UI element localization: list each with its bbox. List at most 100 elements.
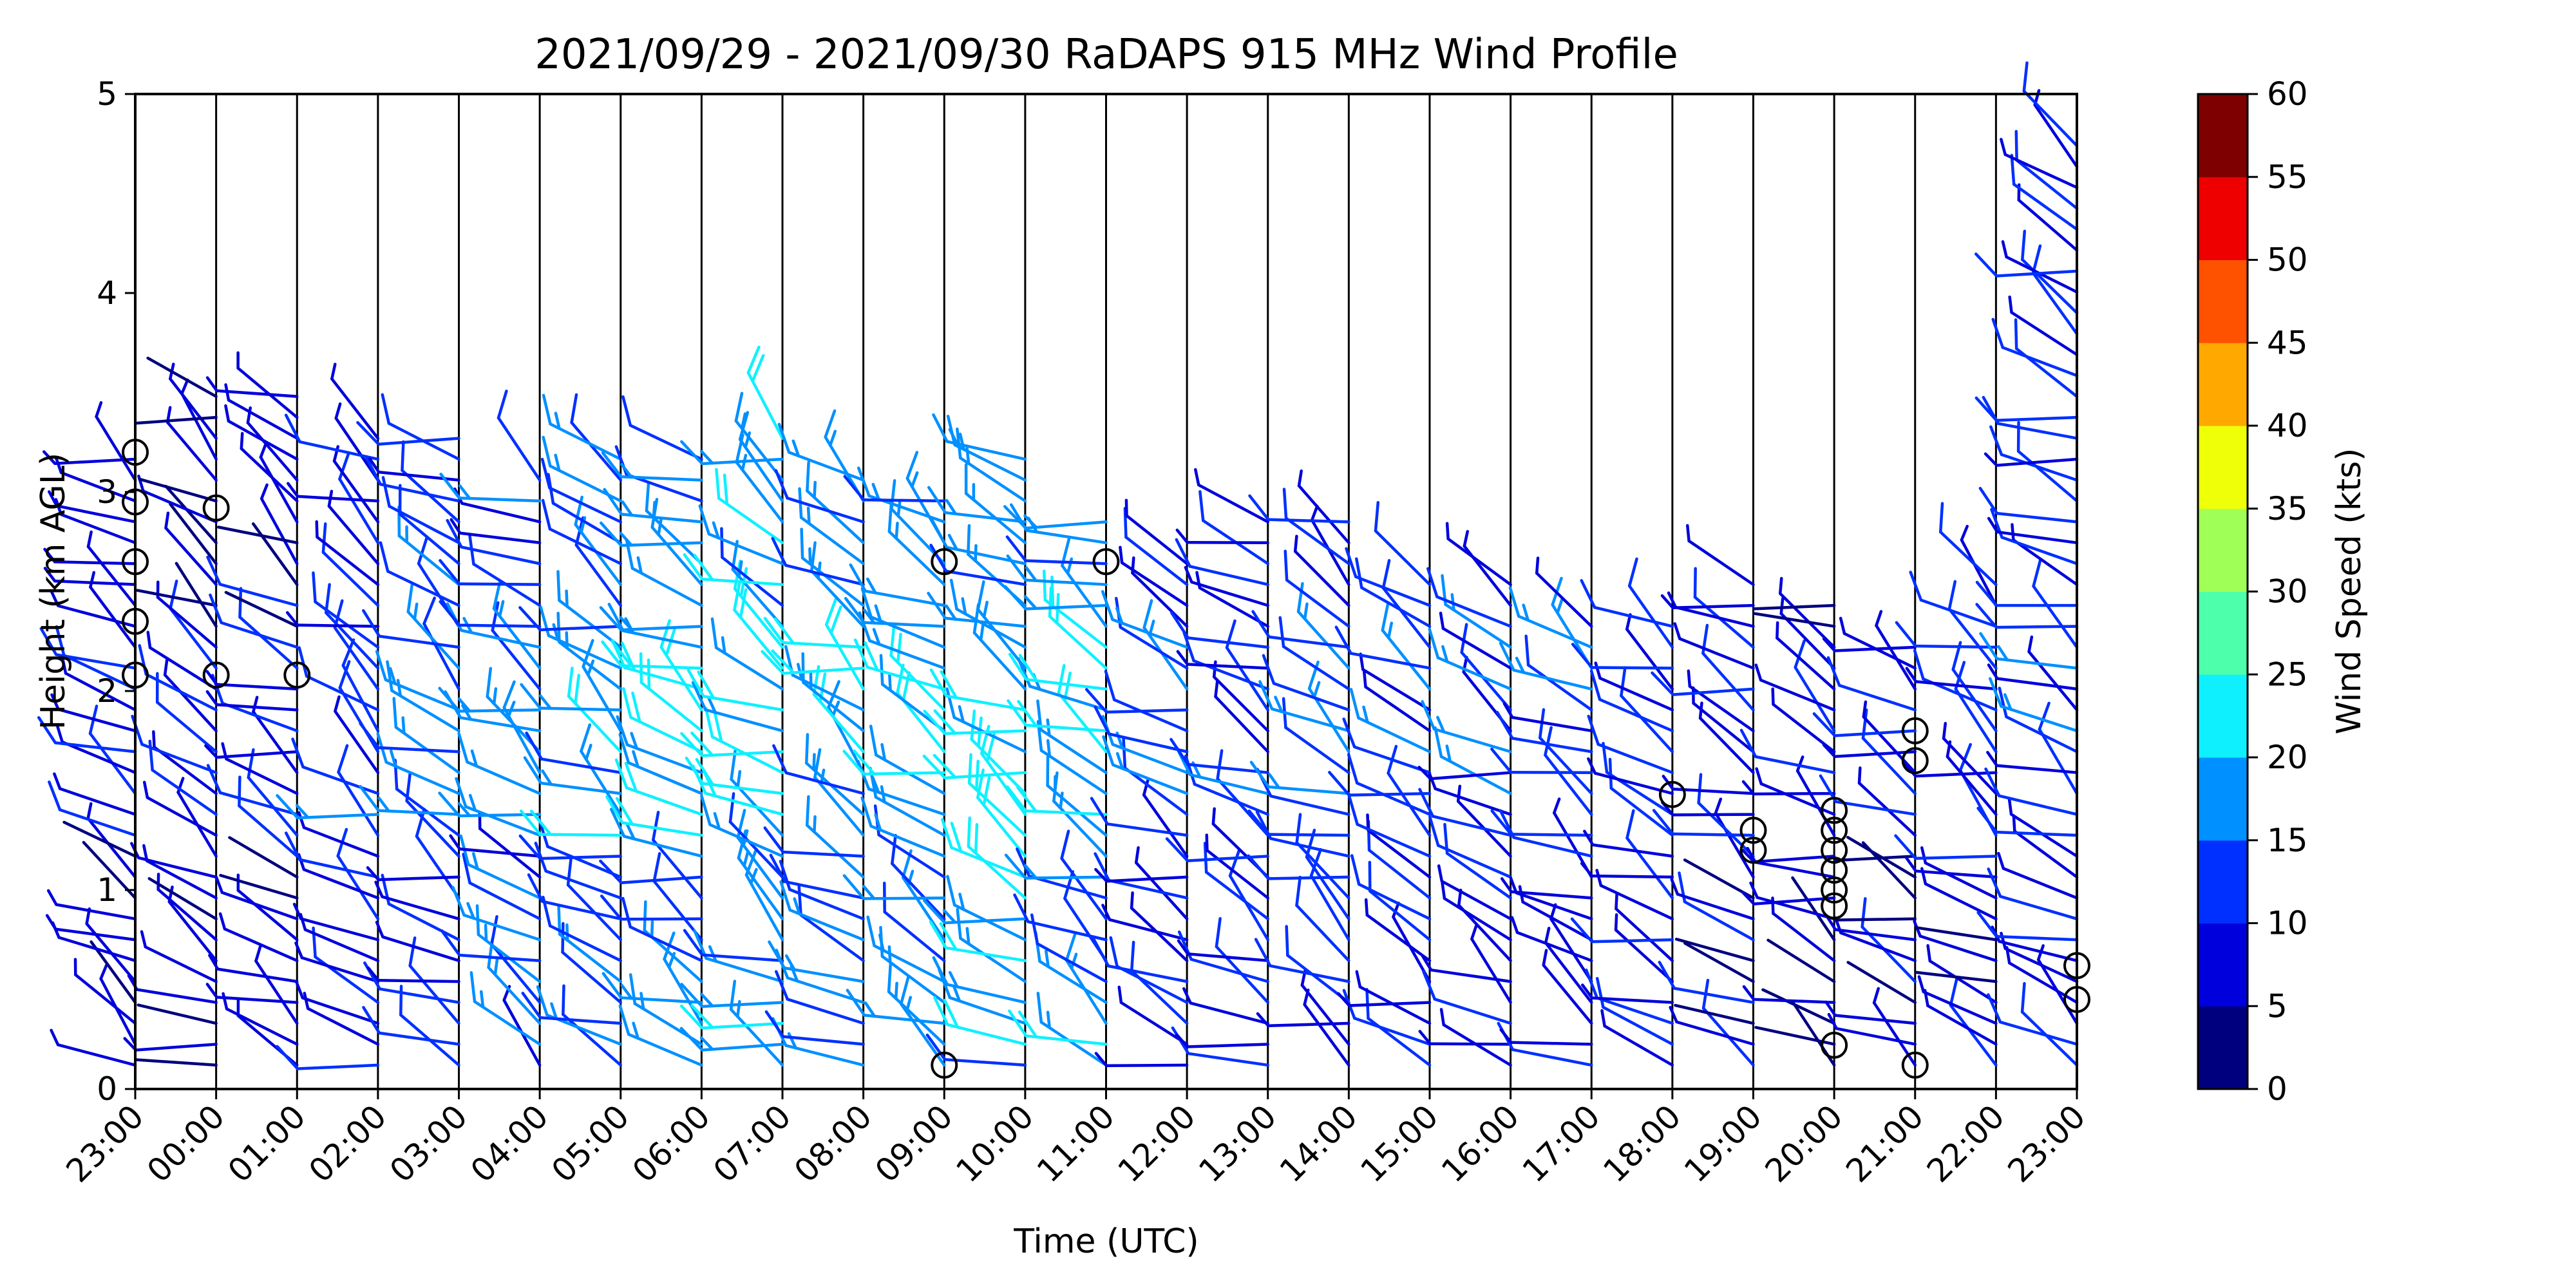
wind-barb: [379, 541, 460, 607]
wind-barb: [1297, 469, 1350, 545]
wind-barb: [1094, 867, 1189, 883]
wind-barb: [866, 915, 946, 983]
wind-barb: [797, 884, 865, 962]
wind-barb: [1247, 854, 1350, 880]
wind-barb: [1417, 766, 1512, 781]
wind-barb: [205, 376, 299, 398]
wind-barb: [156, 873, 218, 942]
wind-barb: [1184, 565, 1269, 607]
wind-barb: [2031, 244, 2079, 336]
wind-barb: [1381, 559, 1432, 649]
wind-barb: [366, 866, 460, 882]
wind-barb: [2011, 523, 2079, 586]
wind-barb: [2008, 295, 2079, 357]
wind-barb: [1247, 810, 1350, 837]
x-tick-label: 23:00: [2001, 1097, 2093, 1189]
wind-barb: [945, 687, 1027, 753]
wind-barb: [2000, 138, 2079, 189]
wind-barb: [224, 591, 299, 628]
x-tick-label: 11:00: [1030, 1097, 1122, 1189]
wind-barb: [2027, 635, 2079, 712]
wind-barb: [521, 991, 622, 1025]
wind-barb: [1124, 498, 1189, 565]
wind-barb: [50, 693, 137, 733]
calm-marker: [1901, 747, 1929, 775]
wind-barb: [1580, 862, 1674, 879]
wind-barb: [48, 780, 137, 837]
x-tick-label: 08:00: [787, 1097, 879, 1189]
wind-barb: [1499, 1028, 1593, 1046]
wind-barb: [303, 991, 380, 1046]
wind-barb: [1262, 654, 1350, 712]
wind-barb: [408, 936, 460, 1025]
wind-barb: [294, 942, 380, 983]
wind-barb: [1030, 913, 1108, 983]
wind-barb: [1794, 639, 1836, 733]
wind-barb: [1754, 663, 1836, 712]
wind-barb: [518, 606, 622, 632]
wind-barb: [1917, 975, 1998, 1025]
wind-barb: [1926, 944, 1998, 1004]
calm-marker: [202, 494, 230, 522]
wind-barb: [439, 473, 542, 503]
wind-barb: [601, 451, 703, 482]
wind-barb: [287, 482, 380, 503]
wind-barb: [1674, 938, 1755, 962]
wind-barb: [147, 876, 218, 921]
wind-barb: [374, 880, 460, 921]
wind-barb: [1739, 728, 1836, 774]
wind-barb: [1182, 987, 1269, 1025]
wind-barb: [929, 920, 1027, 962]
wind-barb: [164, 511, 218, 586]
wind-barb: [1862, 700, 1917, 774]
colorbar-tick-label: 55: [2267, 158, 2308, 196]
wind-barb: [365, 456, 460, 503]
wind-barb: [61, 656, 137, 712]
wind-barb: [216, 526, 299, 545]
wind-barb: [518, 834, 622, 860]
wind-barb: [1913, 920, 1998, 962]
wind-barb: [761, 649, 865, 675]
wind-barb: [1658, 960, 1755, 1004]
wind-barb: [89, 571, 137, 649]
wind-barb: [457, 732, 542, 795]
wind-barb: [205, 690, 299, 712]
wind-barb: [1036, 992, 1108, 1067]
wind-barb: [462, 853, 542, 921]
wind-barb: [1428, 815, 1512, 879]
wind-barb: [1824, 1000, 1917, 1025]
wind-barb: [1667, 591, 1755, 628]
colorbar-segment: [2198, 1006, 2248, 1090]
wind-barb: [1587, 714, 1674, 774]
wind-barb: [946, 414, 1027, 482]
wind-barb: [82, 840, 137, 900]
wind-barb: [1328, 771, 1432, 797]
wind-barb: [2022, 61, 2079, 147]
wind-barb: [1502, 702, 1593, 733]
calm-marker: [931, 1051, 958, 1079]
wind-barb: [1542, 949, 1593, 1025]
y-tick-label: 0: [97, 1070, 117, 1108]
wind-barb: [209, 593, 299, 649]
colorbar-segment: [2198, 508, 2248, 592]
wind-barb: [1905, 856, 1998, 879]
wind-barb: [1986, 750, 2079, 774]
wind-barb: [1822, 743, 1917, 759]
wind-barb: [1003, 505, 1108, 530]
wind-barb: [1282, 488, 1350, 565]
calm-marker: [283, 661, 311, 689]
wind-barb: [805, 733, 865, 816]
wind-barb: [1457, 888, 1512, 962]
wind-barb: [137, 1003, 218, 1025]
colorbar-tick-label: 5: [2267, 987, 2287, 1025]
wind-barb: [1362, 670, 1432, 733]
wind-barb: [941, 818, 1027, 879]
wind-barb: [618, 1004, 703, 1067]
wind-barb: [1060, 829, 1108, 921]
wind-barb: [733, 580, 784, 670]
wind-barb: [1006, 554, 1108, 586]
wind-barb: [1176, 650, 1269, 670]
wind-barb: [806, 460, 865, 545]
colorbar-segment: [2198, 94, 2248, 178]
wind-barb: [48, 490, 137, 524]
